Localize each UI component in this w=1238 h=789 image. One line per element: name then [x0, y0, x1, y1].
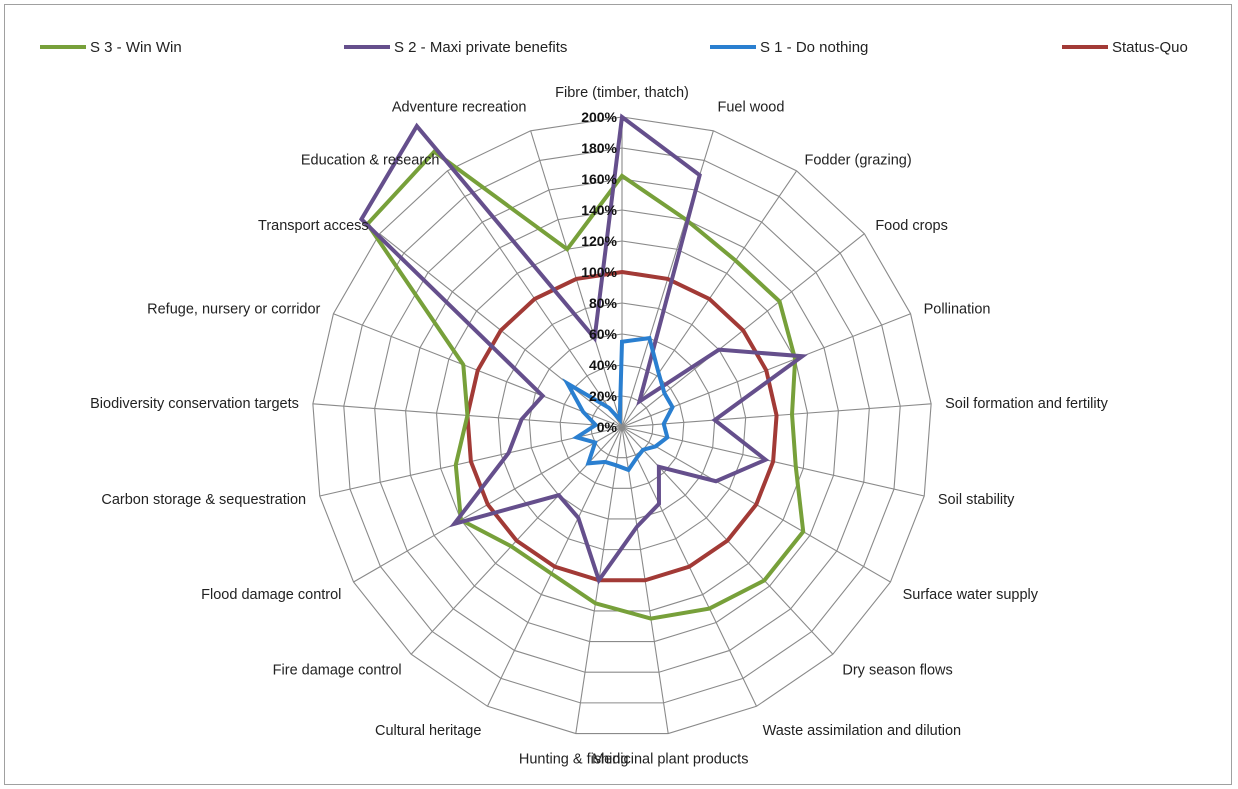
category-label: Medicinal plant products	[592, 751, 748, 767]
tick-label: 40%	[589, 357, 618, 373]
grid-ring-40	[559, 364, 685, 489]
tick-label: 80%	[589, 295, 618, 311]
series-line-s-3-win-win	[364, 148, 806, 621]
category-label: Hunting & fishing	[519, 751, 629, 767]
legend-item-s1: S 1 - Do nothing	[710, 36, 868, 58]
legend-swatch-s3	[40, 45, 86, 49]
grid-ring-60	[528, 333, 716, 520]
category-label: Soil formation and fertility	[945, 396, 1109, 412]
category-label: Dry season flows	[842, 663, 952, 679]
legend-label-s3: S 3 - Win Win	[90, 38, 182, 56]
category-label: Food crops	[875, 218, 948, 234]
legend-item-status-quo: Status-Quo	[1062, 36, 1188, 58]
category-label: Education & research	[301, 152, 440, 168]
tick-label: 200%	[581, 109, 617, 125]
grid-ring-180	[343, 147, 901, 704]
category-label: Surface water supply	[903, 587, 1039, 603]
category-label: Fibre (timber, thatch)	[555, 85, 689, 101]
radar-grid	[312, 116, 932, 735]
category-label: Soil stability	[938, 492, 1015, 508]
tick-label: 180%	[581, 140, 617, 156]
series-line-s-1-do-nothing	[562, 335, 675, 473]
category-label: Pollination	[924, 302, 991, 318]
category-label: Cultural heritage	[375, 723, 481, 739]
category-label: Biodiversity conservation targets	[90, 396, 299, 412]
category-label: Flood damage control	[201, 587, 341, 603]
tick-label: 0%	[597, 419, 618, 435]
tick-label: 120%	[581, 233, 617, 249]
series-line-status-quo	[465, 269, 779, 583]
category-label: Fuel wood	[718, 99, 785, 115]
tick-label: 20%	[589, 388, 618, 404]
legend-item-s2: S 2 - Maxi private benefits	[344, 36, 567, 58]
grid-ring-140	[405, 209, 839, 643]
legend-item-s3: S 3 - Win Win	[40, 36, 182, 58]
category-label: Fodder (grazing)	[805, 152, 912, 168]
category-label: Carbon storage & sequestration	[101, 492, 306, 508]
tick-label: 160%	[581, 171, 617, 187]
category-label: Waste assimilation and dilution	[763, 723, 962, 739]
grid-ring-20	[590, 395, 654, 459]
tick-label: 140%	[581, 202, 617, 218]
legend-swatch-status-quo	[1062, 45, 1108, 49]
legend-swatch-s2	[344, 45, 390, 49]
category-label: Refuge, nursery or corridor	[147, 302, 320, 318]
legend-label-s1: S 1 - Do nothing	[760, 38, 869, 56]
radar-category-labels: Fibre (timber, thatch) Fuel wood Fodder (g…	[90, 85, 1108, 767]
grid-ring-160	[374, 178, 870, 673]
legend-label-status-quo: Status-Quo	[1112, 38, 1188, 56]
grid-ring-200	[312, 116, 932, 735]
tick-label: 60%	[589, 326, 618, 342]
series-line-s-2-maxi-private-benefits	[358, 113, 808, 585]
radar-tick-labels: 0% 20% 40% 60% 80% 100% 120% 140% 160% 180% 200%	[581, 109, 617, 435]
category-label: Fire damage control	[273, 663, 402, 679]
legend: S 3 - Win Win S 2 - Maxi private benefit…	[0, 0, 1238, 56]
tick-label: 100%	[581, 264, 617, 280]
category-label: Transport access	[258, 218, 369, 234]
legend-swatch-s1	[710, 45, 756, 49]
radar-series	[358, 113, 808, 621]
category-label: Adventure recreation	[392, 99, 527, 115]
legend-label-s2: S 2 - Maxi private benefits	[394, 38, 568, 56]
